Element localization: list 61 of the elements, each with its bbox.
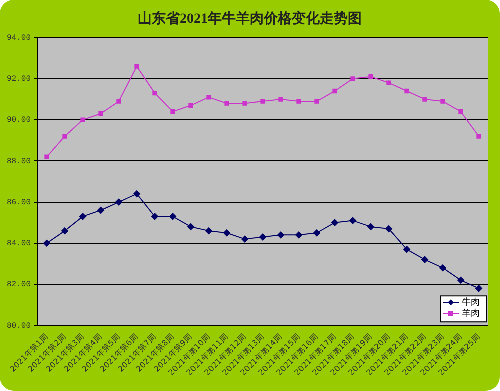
point — [422, 256, 428, 264]
point — [116, 99, 122, 104]
point — [224, 101, 230, 106]
point — [206, 95, 212, 100]
point — [98, 207, 105, 214]
legend-label: 牛肉 — [462, 296, 480, 308]
y-tick-label: 88.00 — [6, 157, 32, 166]
point — [242, 101, 248, 106]
point — [458, 276, 464, 284]
y-tick-label: 90.00 — [6, 116, 32, 126]
point — [476, 285, 482, 292]
point — [332, 219, 338, 226]
point — [98, 112, 104, 116]
point — [188, 103, 194, 108]
point — [386, 80, 392, 86]
point — [62, 134, 68, 139]
point — [188, 223, 195, 230]
point — [350, 76, 356, 82]
point — [260, 234, 266, 241]
y-tick-label: 84.00 — [6, 240, 32, 249]
point — [224, 230, 231, 237]
y-tick-label: 86.00 — [6, 198, 32, 208]
point — [296, 99, 302, 104]
point — [44, 240, 51, 247]
y-tick-label: 94.00 — [6, 34, 32, 43]
point — [440, 264, 446, 272]
y-tick-label: 80.00 — [6, 322, 32, 331]
point — [242, 236, 248, 243]
point — [368, 223, 374, 230]
point — [80, 118, 86, 122]
point — [170, 213, 177, 220]
point — [422, 97, 428, 102]
point — [476, 134, 482, 139]
point — [260, 99, 266, 104]
point — [80, 213, 87, 220]
point — [314, 230, 320, 237]
point — [206, 228, 213, 235]
y-tick-label: 92.00 — [6, 75, 32, 84]
point — [134, 190, 141, 198]
point — [296, 232, 302, 239]
point — [116, 198, 123, 206]
point — [404, 88, 410, 94]
point — [62, 228, 69, 235]
point — [458, 109, 464, 114]
point — [368, 74, 374, 80]
point — [278, 232, 284, 239]
y-tick-label: 82.00 — [6, 280, 32, 290]
point — [404, 246, 410, 254]
point — [152, 90, 158, 96]
point — [278, 97, 284, 102]
point — [386, 226, 392, 233]
legend-label: 羊肉 — [462, 308, 480, 319]
point — [44, 154, 50, 160]
point — [134, 64, 140, 69]
point — [350, 217, 356, 224]
point — [170, 109, 176, 114]
point — [332, 88, 338, 94]
point — [314, 99, 320, 104]
point — [152, 213, 159, 220]
point — [440, 99, 446, 104]
chart-title: 山东省2021年牛羊肉价格变化走势图 — [137, 10, 363, 28]
